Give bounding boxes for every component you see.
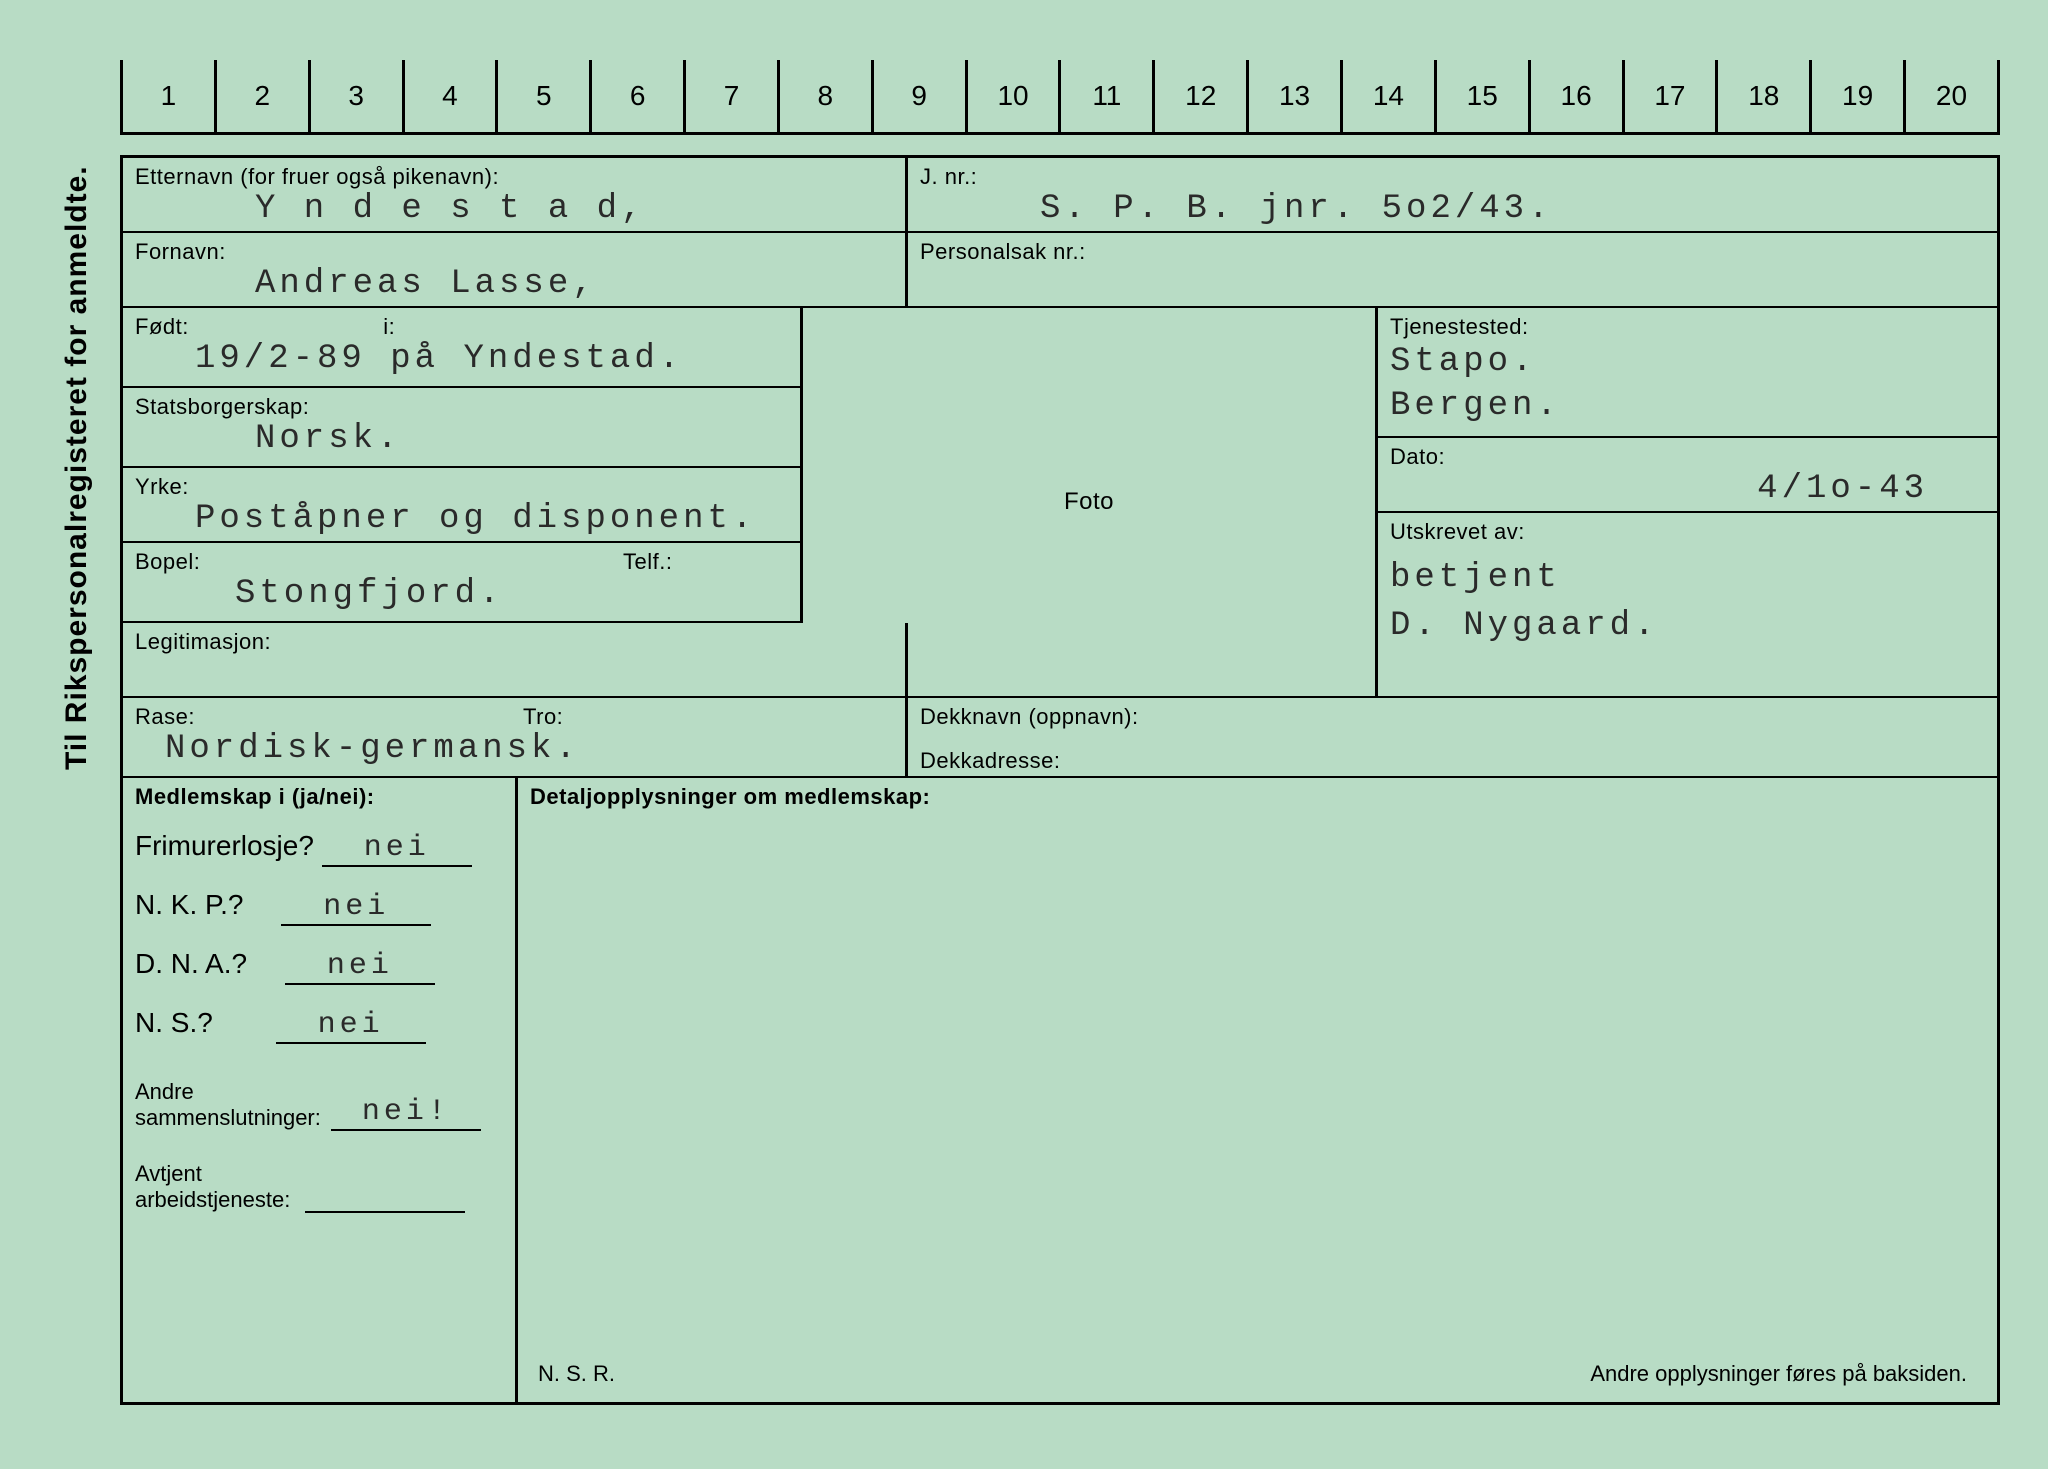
yrke-label: Yrke:: [135, 474, 788, 500]
ruler-cell: 3: [308, 60, 402, 132]
dna-label: D. N. A.?: [135, 948, 247, 979]
ruler-cell: 11: [1058, 60, 1152, 132]
avtjent-row: Avtjent arbeidstjeneste:: [135, 1161, 503, 1213]
ruler-cell: 12: [1152, 60, 1246, 132]
bopel-field: Bopel: Telf.: Stongfjord.: [123, 543, 803, 623]
nsr-footnote: N. S. R.: [538, 1361, 615, 1387]
frimurer-row: Frimurerlosje? nei: [135, 830, 503, 867]
vertical-title: Til Rikspersonalregisteret for anmeldte.: [60, 165, 94, 770]
jnr-label: J. nr.:: [920, 164, 1988, 190]
ruler-cell: 5: [495, 60, 589, 132]
personalsak-label: Personalsak nr.:: [920, 239, 1988, 265]
ruler-cell: 16: [1528, 60, 1622, 132]
andre-samm-row: Andre sammenslutninger: nei!: [135, 1079, 503, 1131]
ruler: 1234567891011121314151617181920: [120, 60, 2000, 135]
ruler-cell: 17: [1622, 60, 1716, 132]
fodt-i-value: på Yndestad.: [370, 340, 683, 378]
ruler-cell: 10: [965, 60, 1059, 132]
utskrevet-value: betjent D. Nygaard.: [1390, 545, 1988, 650]
tjenestested-label: Tjenestested:: [1390, 314, 1988, 340]
andre-samm-label: Andre sammenslutninger:: [135, 1079, 321, 1131]
dekkadresse-label: Dekkadresse:: [920, 730, 1988, 774]
utskrevet-label: Utskrevet av:: [1390, 519, 1988, 545]
detalj-label: Detaljopplysninger om medlemskap:: [530, 784, 1988, 810]
ruler-cell: 9: [871, 60, 965, 132]
ruler-cell: 13: [1246, 60, 1340, 132]
ns-label: N. S.?: [135, 1007, 213, 1038]
ruler-cell: 6: [589, 60, 683, 132]
nkp-row: N. K. P.? nei: [135, 889, 503, 926]
ruler-cell: 14: [1340, 60, 1434, 132]
tro-label: Tro:: [523, 704, 563, 730]
jnr-field: J. nr.: S. P. B. jnr. 5o2/43.: [908, 158, 2000, 233]
fornavn-label: Fornavn:: [135, 239, 893, 265]
registration-card: Til Rikspersonalregisteret for anmeldte.…: [40, 40, 2020, 1440]
ruler-cell: 4: [402, 60, 496, 132]
nkp-value: nei: [281, 890, 431, 926]
fodt-value: 19/2-89: [135, 340, 366, 378]
etternavn-value: Y n d e s t a d,: [135, 190, 893, 228]
frimurer-label: Frimurerlosje?: [135, 830, 314, 861]
fornavn-value: Andreas Lasse,: [135, 265, 893, 303]
rase-label: Rase:: [135, 704, 195, 729]
medlemskap-panel: Medlemskap i (ja/nei): Frimurerlosje? ne…: [123, 778, 518, 1405]
ruler-cell: 2: [214, 60, 308, 132]
bopel-value: Stongfjord.: [135, 575, 788, 613]
statsborgerskap-field: Statsborgerskap: Norsk.: [123, 388, 803, 468]
ns-value: nei: [276, 1008, 426, 1044]
jnr-value: S. P. B. jnr. 5o2/43.: [920, 190, 1988, 228]
tjenestested-value: Stapo. Bergen.: [1390, 340, 1988, 428]
fodt-field: Født: i: 19/2-89 på Yndestad.: [123, 308, 803, 388]
legitimasjon-field: Legitimasjon:: [123, 623, 908, 698]
rase-value: Nordisk-germansk.: [135, 730, 893, 768]
personalsak-field: Personalsak nr.:: [908, 233, 2000, 308]
fodt-i-label: i:: [383, 314, 395, 339]
detalj-panel: Detaljopplysninger om medlemskap:: [518, 778, 2000, 818]
ruler-cell: 7: [683, 60, 777, 132]
baksiden-footnote: Andre opplysninger føres på baksiden.: [1590, 1361, 1967, 1387]
ns-row: N. S.? nei: [135, 1007, 503, 1044]
dato-value: 4/1o-43: [1390, 470, 1988, 508]
dato-field: Dato: 4/1o-43: [1378, 438, 2000, 513]
utskrevet-field: Utskrevet av: betjent D. Nygaard.: [1378, 513, 2000, 698]
yrke-value: Poståpner og disponent.: [135, 500, 788, 538]
ruler-cell: 1: [120, 60, 214, 132]
dato-label: Dato:: [1390, 444, 1988, 470]
dna-row: D. N. A.? nei: [135, 948, 503, 985]
dna-value: nei: [285, 949, 435, 985]
andre-samm-value: nei!: [331, 1095, 481, 1131]
avtjent-value: [305, 1211, 465, 1213]
yrke-field: Yrke: Poståpner og disponent.: [123, 468, 803, 543]
ruler-cell: 8: [777, 60, 871, 132]
main-frame: Etternavn (for fruer også pikenavn): Y n…: [120, 155, 2000, 1405]
fornavn-field: Fornavn: Andreas Lasse,: [123, 233, 908, 308]
dekknavn-field: Dekknavn (oppnavn): Dekkadresse:: [908, 698, 2000, 778]
legitimasjon-label: Legitimasjon:: [135, 629, 893, 655]
bopel-label: Bopel:: [135, 549, 200, 574]
medlemskap-label: Medlemskap i (ja/nei):: [135, 784, 503, 810]
ruler-cell: 20: [1903, 60, 2000, 132]
avtjent-label: Avtjent arbeidstjeneste:: [135, 1161, 290, 1213]
statsborgerskap-label: Statsborgerskap:: [135, 394, 788, 420]
tjenestested-field: Tjenestested: Stapo. Bergen.: [1378, 308, 2000, 438]
etternavn-field: Etternavn (for fruer også pikenavn): Y n…: [123, 158, 908, 233]
ruler-cell: 18: [1715, 60, 1809, 132]
foto-box: Foto: [803, 308, 1378, 698]
etternavn-label: Etternavn (for fruer også pikenavn):: [135, 164, 893, 190]
telf-label: Telf.:: [623, 549, 672, 575]
statsborgerskap-value: Norsk.: [135, 420, 788, 458]
frimurer-value: nei: [322, 831, 472, 867]
ruler-cell: 15: [1434, 60, 1528, 132]
foto-label: Foto: [1064, 488, 1114, 516]
nkp-label: N. K. P.?: [135, 889, 243, 920]
fodt-label: Født:: [135, 314, 189, 339]
dekknavn-label: Dekknavn (oppnavn):: [920, 704, 1988, 730]
rase-field: Rase: Tro: Nordisk-germansk.: [123, 698, 908, 778]
ruler-cell: 19: [1809, 60, 1903, 132]
